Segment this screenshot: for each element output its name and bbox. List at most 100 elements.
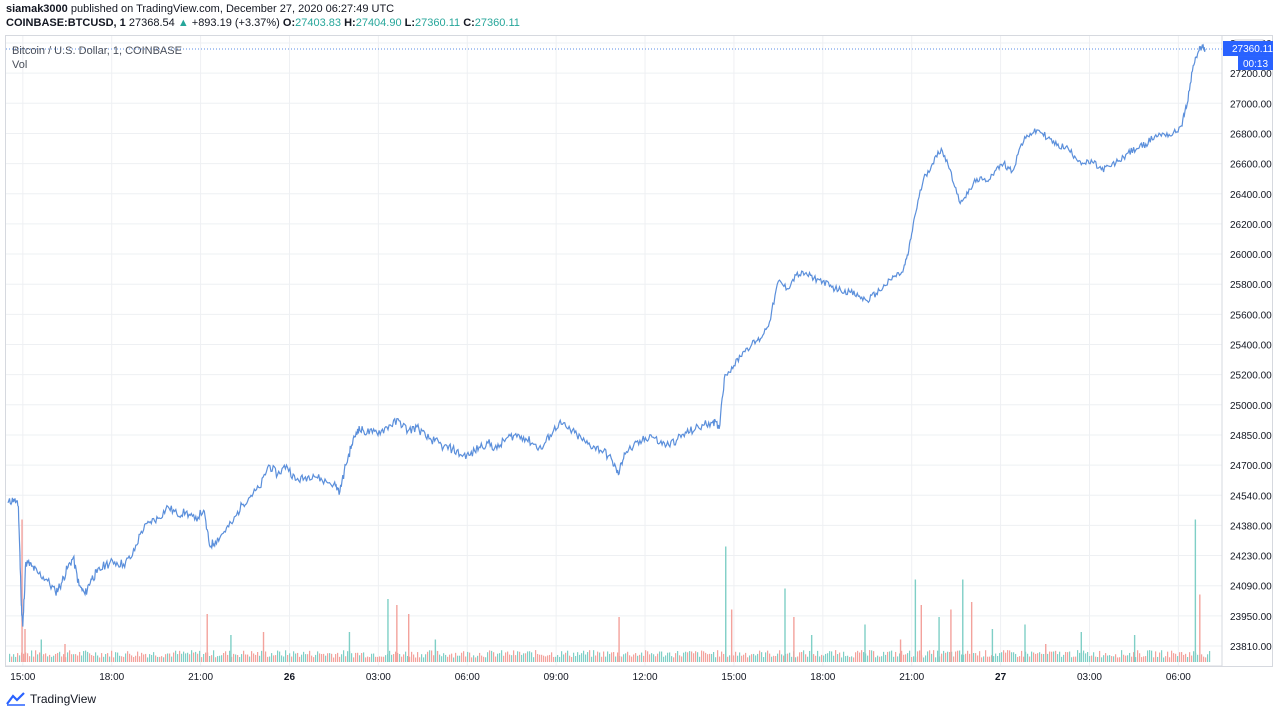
volume-bar (847, 655, 849, 662)
volume-bar (323, 653, 325, 662)
volume-bar (51, 656, 53, 662)
volume-bar (401, 656, 403, 662)
volume-bar (887, 651, 889, 662)
volume-bar (1027, 653, 1029, 662)
volume-bar (509, 654, 511, 662)
volume-bar (434, 639, 437, 662)
volume-bar (467, 651, 469, 662)
publish-info: siamak3000 published on TradingView.com,… (6, 3, 394, 15)
volume-bar (581, 653, 583, 662)
volume-bar (287, 654, 289, 662)
last-price: 27368.54 (128, 17, 175, 29)
volume-bar (297, 652, 299, 662)
volume-bar (885, 654, 887, 662)
volume-bar (571, 657, 573, 662)
volume-bar (45, 653, 47, 662)
volume-bar (285, 650, 287, 662)
volume-bar (109, 656, 111, 662)
volume-bar (875, 657, 877, 662)
volume-bar (913, 656, 915, 662)
volume-bar (991, 655, 993, 662)
volume-bar (265, 651, 267, 662)
volume-bar (793, 617, 795, 662)
volume-bar (749, 655, 751, 662)
volume-bar (541, 654, 543, 662)
volume-bar (1047, 653, 1049, 662)
volume-bar (863, 652, 865, 662)
volume-bar (47, 656, 49, 662)
brand-name: TradingView (30, 692, 97, 706)
volume-bar (147, 657, 149, 662)
volume-bar (1167, 651, 1169, 662)
volume-bar (279, 651, 281, 662)
volume-bar (91, 655, 93, 662)
volume-bar (905, 654, 907, 662)
volume-bar (537, 653, 539, 662)
volume-bar (791, 656, 793, 662)
volume-bar (1049, 651, 1051, 662)
volume-bar (369, 657, 371, 662)
volume-bar (813, 654, 815, 662)
time-tick-label: 09:00 (544, 672, 569, 683)
volume-bar (69, 650, 71, 662)
volume-bar (119, 655, 121, 662)
volume-bar (973, 653, 975, 662)
author-name[interactable]: siamak3000 (6, 3, 68, 15)
last-price-tag (1223, 41, 1273, 57)
price-axis[interactable]: 23810.00 23950.00 24090.00 24230.00 24380.00… (1221, 36, 1273, 666)
price-tick-label: 25400.00 (1230, 341, 1272, 352)
volume-bar (1155, 651, 1157, 662)
volume-bar (1105, 653, 1107, 662)
volume-bar (589, 650, 591, 662)
volume-bar (1203, 656, 1205, 662)
volume-bar (179, 650, 181, 662)
volume-bar (1187, 657, 1189, 662)
volume-bar (759, 650, 761, 662)
volume-bar (927, 651, 929, 662)
volume-bar (919, 650, 921, 662)
volume-bar (289, 653, 291, 662)
volume-bar (851, 656, 853, 662)
volume-bar (1205, 657, 1207, 662)
volume-bar (743, 654, 745, 662)
time-axis[interactable]: 15:00 18:00 21:00 26 03:00 06:00 09:00 12:00 15:… (6, 665, 1222, 683)
volume-bar (201, 657, 203, 662)
volume-bar (75, 654, 77, 662)
price-tick-label: 24700.00 (1230, 461, 1272, 472)
volume-bar (249, 656, 251, 662)
volume-bar (1177, 656, 1179, 662)
volume-bar (1003, 650, 1005, 662)
volume-bar (39, 652, 41, 662)
volume-bar (1125, 655, 1127, 662)
volume-bar (783, 655, 785, 662)
volume-bar (355, 652, 357, 662)
volume-bar (193, 652, 195, 662)
volume-bar (27, 653, 29, 662)
volume-bar (163, 657, 165, 662)
volume-bar (421, 654, 423, 662)
volume-bar (283, 656, 285, 662)
volume-bar (111, 650, 113, 662)
volume-bar (555, 656, 557, 662)
volume-bar (399, 654, 401, 662)
volume-bar (691, 651, 693, 662)
volume-bar (105, 654, 107, 662)
volume-bar (721, 651, 723, 662)
volume-bar (361, 653, 363, 662)
volume-bar (929, 650, 931, 662)
volume-bar (651, 653, 653, 662)
volume-bar (1039, 652, 1041, 662)
volume-bar (1057, 654, 1059, 662)
volume-bar (933, 650, 935, 662)
tradingview-logo[interactable]: TradingView (6, 692, 96, 706)
volume-bar (441, 656, 443, 662)
volume-bar (761, 652, 763, 662)
volume-bar (1080, 632, 1082, 662)
volume-bar (553, 656, 555, 662)
volume-bar (67, 652, 69, 662)
time-tick-label: 03:00 (366, 672, 391, 683)
high-value: 27404.90 (355, 17, 402, 29)
chart-legend: Bitcoin / U.S. Dollar, 1, COINBASE Vol (12, 44, 182, 72)
time-tick-label: 21:00 (188, 672, 213, 683)
